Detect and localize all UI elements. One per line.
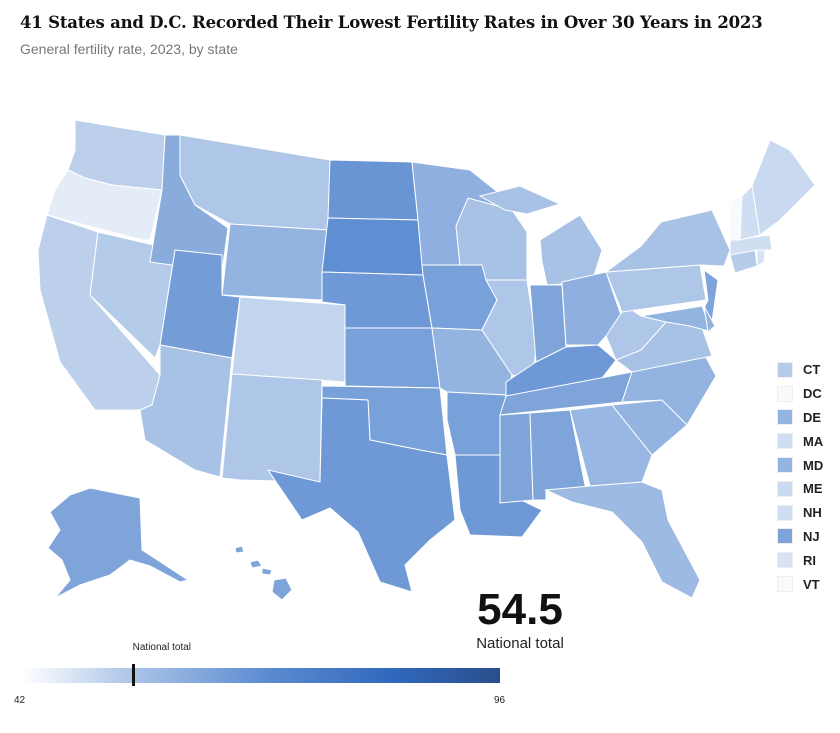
state-ri[interactable] — [756, 249, 766, 267]
state-co[interactable] — [231, 296, 346, 383]
color-scale-bar — [22, 668, 500, 683]
state-tx[interactable] — [266, 397, 456, 593]
legend-label: DE — [803, 409, 822, 425]
state-md[interactable] — [640, 305, 713, 333]
legend-swatch — [777, 552, 793, 569]
legend-swatch — [777, 504, 793, 521]
national-total-marker-label: National total — [132, 642, 192, 653]
state-ar[interactable] — [446, 391, 507, 456]
state-nd[interactable] — [327, 159, 419, 221]
chart-title: 41 States and D.C. Recorded Their Lowest… — [20, 13, 763, 32]
legend-label: RI — [803, 552, 816, 568]
legend-item-md: MD — [777, 453, 823, 477]
legend-label: NJ — [803, 528, 820, 544]
state-ms[interactable] — [499, 412, 534, 504]
legend-label: MA — [803, 433, 824, 449]
state-ks[interactable] — [344, 327, 441, 389]
legend-item-ma: MA — [777, 429, 823, 453]
state-mi[interactable] — [539, 214, 603, 286]
state-or[interactable] — [46, 169, 163, 241]
state-az[interactable] — [139, 344, 233, 478]
state-me[interactable] — [751, 139, 816, 236]
national-total-marker — [131, 664, 135, 686]
legend-item-ct: CT — [777, 358, 823, 382]
legend-item-vt: VT — [777, 572, 823, 596]
state-sd[interactable] — [321, 217, 424, 276]
legend-label: ME — [803, 481, 823, 497]
state-wy[interactable] — [221, 223, 329, 301]
state-pa[interactable] — [605, 264, 707, 313]
legend-swatch — [777, 576, 793, 593]
legend-swatch — [777, 409, 793, 426]
national-total-value: 54.5 — [477, 585, 563, 634]
state-ny[interactable] — [604, 209, 731, 273]
legend-label: NH — [803, 505, 822, 521]
legend-label: MD — [803, 457, 824, 473]
state-hi[interactable] — [261, 567, 273, 576]
legend-label: VT — [803, 576, 820, 592]
scale-min-label: 42 — [14, 695, 26, 706]
state-mi[interactable] — [478, 185, 562, 215]
state-nm[interactable] — [221, 373, 323, 483]
state-de[interactable] — [703, 305, 716, 333]
legend-item-de: DE — [777, 406, 823, 430]
legend-swatch — [777, 480, 793, 497]
legend-swatch — [777, 385, 793, 402]
small-states-legend: CT DC DE MA MD ME NH NJ RI VT — [777, 358, 823, 596]
chart-subtitle: General fertility rate, 2023, by state — [20, 41, 238, 57]
state-ga[interactable] — [569, 404, 653, 487]
legend-swatch — [777, 433, 793, 450]
state-fl[interactable] — [544, 481, 701, 599]
state-hi[interactable] — [249, 559, 263, 569]
state-hi[interactable] — [271, 577, 293, 601]
legend-swatch — [777, 361, 793, 378]
legend-label: CT — [803, 362, 821, 378]
legend-item-ri: RI — [777, 548, 823, 572]
legend-label: DC — [803, 386, 822, 402]
legend-swatch — [777, 457, 793, 474]
legend-item-nh: NH — [777, 501, 823, 525]
legend-item-dc: DC — [777, 382, 823, 406]
state-ak[interactable] — [47, 487, 190, 599]
legend-item-nj: NJ — [777, 525, 823, 549]
legend-swatch — [777, 528, 793, 545]
scale-max-label: 96 — [494, 695, 506, 706]
national-total-label: National total — [476, 635, 564, 652]
state-hi[interactable] — [234, 545, 245, 554]
legend-item-me: ME — [777, 477, 823, 501]
